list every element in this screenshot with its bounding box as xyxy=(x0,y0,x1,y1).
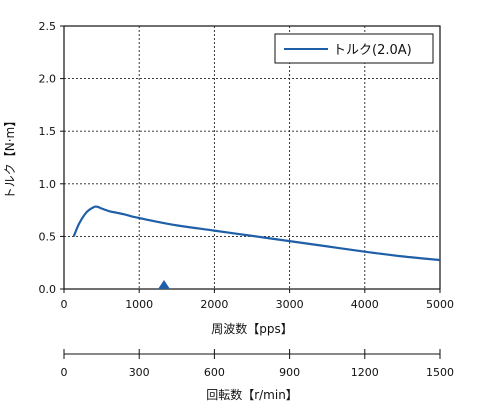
secondary-axis: 0 300 600 900 1200 1500 xyxy=(61,349,454,379)
secondary-tick-label: 1500 xyxy=(426,366,454,379)
y-tick-label: 1.5 xyxy=(39,125,57,138)
plot-area xyxy=(63,25,441,290)
x-tick-labels: 0 1000 2000 3000 4000 5000 xyxy=(61,289,454,311)
series-lines xyxy=(72,205,441,262)
x-tick-label: 5000 xyxy=(426,298,454,311)
x-tick-label: 4000 xyxy=(351,298,379,311)
secondary-tick-label: 1200 xyxy=(351,366,379,379)
y-tick-label: 0.5 xyxy=(39,230,57,243)
x-axis-label: 周波数【pps】 xyxy=(211,321,293,336)
y-tick-label: 1.0 xyxy=(39,178,57,191)
secondary-axis-label: 回転数【r/min】 xyxy=(206,387,298,402)
speed-marker xyxy=(158,280,171,289)
y-axis-label: トルク【N·m】 xyxy=(3,115,17,199)
x-tick-label: 3000 xyxy=(276,298,304,311)
series-line-0 xyxy=(72,205,441,262)
secondary-tick-label: 600 xyxy=(204,366,225,379)
y-tick-labels: 0.0 0.5 1.0 1.5 2.0 2.5 xyxy=(39,20,64,296)
secondary-tick-label: 900 xyxy=(279,366,300,379)
y-tick-label: 0.0 xyxy=(39,283,57,296)
legend-label: トルク(2.0A) xyxy=(333,43,412,58)
y-tick-label: 2.5 xyxy=(39,20,57,33)
secondary-tick-label: 300 xyxy=(129,366,150,379)
legend-box xyxy=(274,33,434,64)
x-tick-label: 1000 xyxy=(125,298,153,311)
speed-marker-triangle xyxy=(158,280,171,289)
x-tick-label: 2000 xyxy=(200,298,228,311)
legend: トルク(2.0A) xyxy=(274,33,434,64)
secondary-tick-label: 0 xyxy=(61,366,68,379)
y-tick-label: 2.0 xyxy=(39,73,57,86)
x-tick-label: 0 xyxy=(61,298,68,311)
